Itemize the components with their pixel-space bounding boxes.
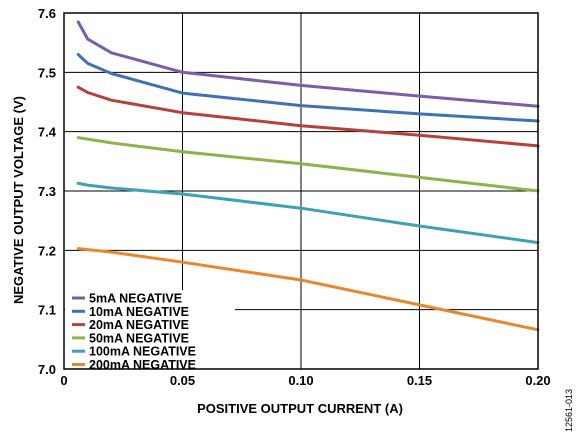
x-axis-title: POSITIVE OUTPUT CURRENT (A) [197, 401, 403, 416]
series-line-10ma [76, 53, 540, 123]
y-tick-label: 7.0 [38, 362, 56, 377]
x-tick-label: 0 [60, 373, 67, 388]
x-tick-label: 0.20 [525, 373, 550, 388]
plot-frame [63, 12, 539, 370]
legend-label: 5mA NEGATIVE [89, 292, 182, 306]
series-line-20ma [76, 85, 540, 148]
legend-background [65, 290, 235, 376]
y-tick-label: 7.5 [38, 65, 56, 80]
y-tick-label: 7.6 [38, 6, 56, 21]
legend-label: 20mA NEGATIVE [89, 318, 189, 332]
y-tick-label: 7.3 [38, 184, 56, 199]
series-lines [76, 20, 540, 332]
y-tick-labels: 7.0 7.1 7.2 7.3 7.4 7.5 7.6 [38, 6, 57, 377]
x-tick-label: 0.10 [288, 373, 313, 388]
figure-id: 12561-013 [564, 389, 574, 432]
y-axis-title: NEGATIVE OUTPUT VOLTAGE (V) [11, 96, 26, 304]
x-tick-labels: 0 0.05 0.10 0.15 0.20 [60, 373, 550, 388]
series-line-200ma [76, 247, 540, 332]
series-line-50ma [76, 136, 540, 193]
series-line-5ma [76, 20, 540, 108]
legend-label: 50mA NEGATIVE [89, 331, 189, 345]
x-tick-label: 0.05 [170, 373, 195, 388]
x-tick-label: 0.15 [407, 373, 432, 388]
y-tick-label: 7.4 [38, 125, 57, 140]
legend-label: 100mA NEGATIVE [89, 345, 196, 359]
series-line-100ma [76, 181, 540, 245]
y-tick-label: 7.1 [38, 303, 56, 318]
legend-label: 200mA NEGATIVE [89, 358, 196, 372]
y-tick-label: 7.2 [38, 243, 56, 258]
legend-label: 10mA NEGATIVE [89, 305, 189, 319]
